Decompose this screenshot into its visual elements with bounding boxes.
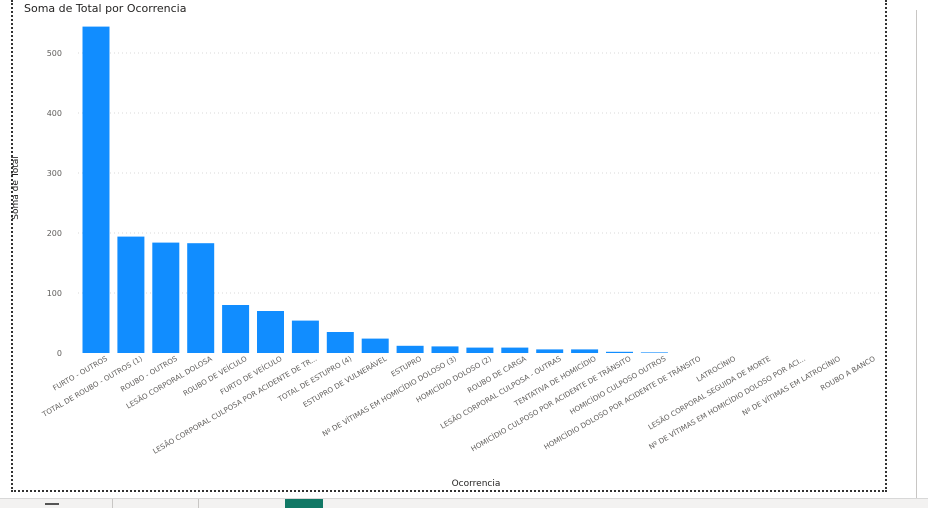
y-tick-label: 200 [47, 229, 62, 238]
bar[interactable] [431, 346, 459, 353]
tab-divider [112, 499, 113, 508]
bar[interactable] [466, 347, 494, 353]
bar[interactable] [291, 320, 319, 353]
bar[interactable] [501, 347, 529, 353]
bar[interactable] [326, 332, 354, 353]
y-tick-label: 400 [47, 109, 62, 118]
x-tick-label: FURTO - OUTROS [51, 354, 109, 393]
side-pane-edge [916, 10, 928, 498]
page-tab-icon[interactable] [45, 503, 59, 505]
y-tick-label: 500 [47, 49, 62, 58]
bar[interactable] [117, 236, 145, 353]
bar[interactable] [396, 345, 424, 353]
y-tick-label: 0 [57, 349, 62, 358]
page-tabs-bar [0, 498, 928, 508]
y-tick-label: 100 [47, 289, 62, 298]
chart-visual-frame[interactable] [11, 0, 887, 492]
x-tick-label: LESÃO CORPORAL SEGUIDA DE MORTE [646, 354, 772, 432]
canvas-margin [888, 0, 916, 498]
bar[interactable] [571, 349, 599, 353]
bar[interactable] [152, 242, 180, 353]
x-axis-title: Ocorrencia [451, 479, 501, 489]
bar[interactable] [82, 26, 110, 353]
bar[interactable] [187, 243, 215, 353]
bar[interactable] [361, 338, 389, 353]
bar[interactable] [606, 351, 633, 353]
tab-divider [198, 499, 199, 508]
bar[interactable] [640, 352, 668, 353]
x-tick-label: ROUBO DE VEÍCULO [181, 354, 248, 398]
bar[interactable] [222, 305, 250, 353]
y-tick-label: 300 [47, 169, 62, 178]
bar[interactable] [257, 311, 284, 353]
bar[interactable] [536, 349, 564, 353]
active-page-tab[interactable] [285, 499, 323, 508]
chart-title: Soma de Total por Ocorrencia [24, 2, 187, 15]
